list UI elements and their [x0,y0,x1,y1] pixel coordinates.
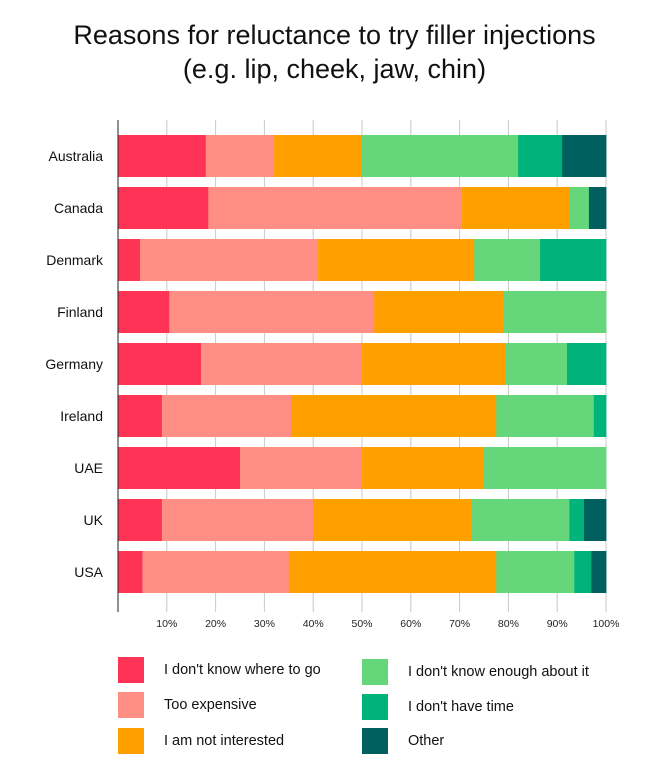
bar-group-germany [118,343,607,385]
bar-segment-usa-i-don-t-know-where-to-go [118,551,143,593]
legend-item-dont-know-where: I don't know where to go [118,657,321,683]
bar-segment-canada-other [588,187,607,229]
category-label: USA [74,564,103,580]
x-tick-label: 70% [449,618,470,630]
bar-segment-australia-i-don-t-know-enough-about-it [362,135,519,177]
bar-group-uk [118,499,607,541]
legend-item-no-time: I don't have time [362,694,514,720]
bar-segment-australia-too-expensive [205,135,275,177]
legend-label: Other [408,733,445,749]
bar-segment-australia-i-don-t-have-time [518,135,563,177]
bar-segment-ireland-i-don-t-know-where-to-go [118,395,163,437]
bar-segment-usa-i-don-t-have-time [574,551,592,593]
chart-title-line-1: Reasons for reluctance to try filler inj… [73,20,596,50]
bar-group-canada [118,187,607,229]
legend-label: I don't know where to go [164,662,321,678]
category-label: Finland [57,304,103,320]
bar-segment-uae-i-don-t-know-where-to-go [118,447,241,489]
bar-segment-canada-too-expensive [208,187,463,229]
bar-group-usa [118,551,607,593]
x-axis-ticks: 10% 20% 30% 40% 50% 60% 70% 80% 90% 100% [156,618,619,630]
chart-title-line-2: (e.g. lip, cheek, jaw, chin) [182,54,487,84]
category-label: Ireland [60,408,103,424]
bar-segment-canada-i-am-not-interested [462,187,570,229]
category-label: UK [84,512,104,528]
bar-segment-canada-i-don-t-know-where-to-go [118,187,209,229]
category-labels: Australia Canada Denmark Finland Germany Irel… [45,148,104,580]
bar-segment-australia-i-am-not-interested [274,135,363,177]
bar-segment-uk-i-don-t-know-where-to-go [118,499,163,541]
bar-segment-canada-i-don-t-know-enough-about-it [569,187,590,229]
x-tick-label: 80% [498,618,519,630]
bar-segment-australia-other [562,135,607,177]
legend-swatch [118,728,144,754]
bar-segment-denmark-i-don-t-know-where-to-go [118,239,141,281]
x-tick-label: 30% [254,618,275,630]
bar-segment-germany-too-expensive [200,343,363,385]
bar-segment-finland-too-expensive [169,291,375,333]
legend-item-dont-know-enough: I don't know enough about it [362,659,589,685]
category-label: Australia [49,148,104,164]
bar-segment-usa-i-don-t-know-enough-about-it [496,551,575,593]
bar-group-uae [118,447,607,489]
bar-segment-germany-i-don-t-know-enough-about-it [505,343,568,385]
bar-segment-uk-i-am-not-interested [313,499,473,541]
bar-segment-ireland-too-expensive [161,395,292,437]
bar-segment-usa-other [591,551,607,593]
bar-segment-uk-other [584,499,607,541]
x-tick-label: 100% [593,618,620,630]
bar-segment-ireland-i-am-not-interested [291,395,497,437]
legend-swatch [362,659,388,685]
category-label: Denmark [46,252,104,268]
x-tick-label: 90% [547,618,568,630]
legend-label: I don't have time [408,699,514,715]
bar-segment-uk-i-don-t-know-enough-about-it [471,499,570,541]
bar-segment-finland-i-am-not-interested [374,291,504,333]
legend-label: I don't know enough about it [408,664,589,680]
bar-segment-finland-i-don-t-know-where-to-go [118,291,170,333]
legend-item-other: Other [362,728,444,754]
bar-segment-denmark-i-don-t-know-enough-about-it [474,239,541,281]
bar-segment-uk-too-expensive [161,499,314,541]
legend-label: Too expensive [164,697,257,713]
legend-swatch [362,728,388,754]
bar-segment-usa-i-am-not-interested [288,551,497,593]
bar-group-ireland [118,395,607,437]
bar-segment-uae-i-don-t-know-enough-about-it [484,447,607,489]
bars [118,135,607,593]
chart-title: Reasons for reluctance to try filler inj… [0,18,669,86]
bar-segment-finland-i-don-t-know-enough-about-it [503,291,607,333]
bar-segment-ireland-i-don-t-know-enough-about-it [496,395,595,437]
category-label: UAE [74,460,103,476]
category-label: Canada [54,200,103,216]
x-tick-label: 50% [351,618,372,630]
legend-label: I am not interested [164,733,285,749]
bar-group-denmark [118,239,607,281]
legend-swatch [118,692,144,718]
bar-segment-denmark-i-am-not-interested [318,239,475,281]
bar-segment-australia-i-don-t-know-where-to-go [118,135,207,177]
bar-segment-germany-i-am-not-interested [362,343,507,385]
bar-segment-uae-too-expensive [240,447,363,489]
category-label: Germany [45,356,103,372]
legend-swatch [362,694,388,720]
bar-group-finland [118,291,607,333]
bar-segment-denmark-too-expensive [139,239,319,281]
legend-item-not-interested: I am not interested [118,728,284,754]
bar-segment-ireland-i-don-t-have-time [593,395,607,437]
bar-segment-germany-i-don-t-know-where-to-go [118,343,202,385]
legend-item-too-expensive: Too expensive [118,692,257,718]
bar-segment-germany-i-don-t-have-time [566,343,607,385]
bar-segment-denmark-i-don-t-have-time [540,239,607,281]
bar-group-australia [118,135,607,177]
legend-swatch [118,657,144,683]
x-tick-label: 40% [303,618,324,630]
bar-segment-uae-i-am-not-interested [362,447,485,489]
bar-segment-uk-i-don-t-have-time [569,499,585,541]
x-tick-label: 60% [400,618,421,630]
x-tick-label: 10% [156,618,177,630]
x-tick-label: 20% [205,618,226,630]
bar-segment-usa-too-expensive [142,551,290,593]
